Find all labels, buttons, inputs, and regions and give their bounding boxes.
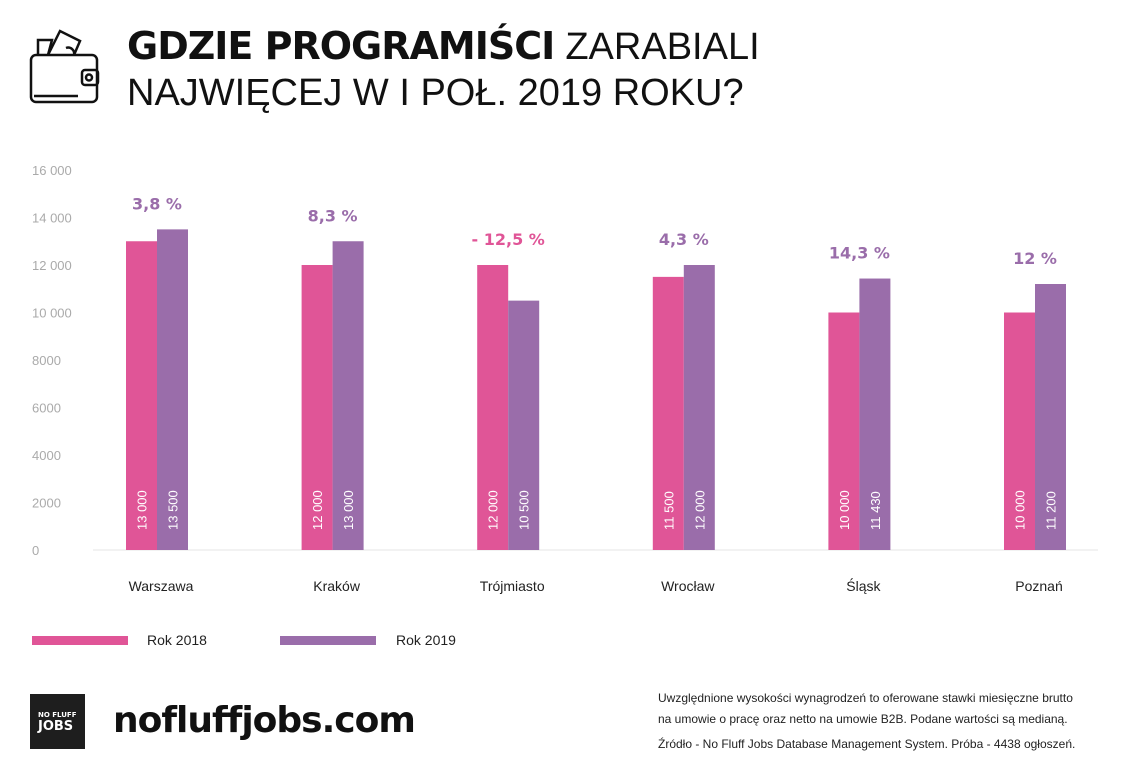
bar-2019	[508, 300, 540, 550]
legend-label-2018: Rok 2018	[147, 632, 207, 648]
bar-value-label: 10 000	[837, 490, 852, 530]
bar-2018	[126, 241, 157, 550]
note-line-1: Uwzględnione wysokości wynagrodzeń to of…	[658, 691, 1073, 705]
logo: NO FLUFF JOBS	[30, 694, 85, 749]
change-label: 3,8 %	[132, 194, 182, 213]
wallet-icon	[29, 29, 100, 104]
y-tick-label: 2000	[32, 496, 61, 511]
legend-swatch-2019	[280, 636, 376, 645]
bar-2018	[477, 265, 509, 550]
bar-value-label: 10 500	[517, 490, 532, 530]
bar-value-label: 10 000	[1013, 490, 1028, 530]
bar-value-label: 13 000	[341, 490, 356, 530]
x-category-label: Warszawa	[129, 578, 194, 594]
bar-2019	[1035, 284, 1066, 550]
y-tick-label: 0	[32, 543, 39, 558]
site-name: nofluffjobs.com	[113, 700, 416, 741]
bar-2019	[332, 241, 364, 550]
logo-text-1: NO FLUFF	[38, 711, 77, 719]
legend-swatch-2018	[32, 636, 128, 645]
bar-2019	[859, 278, 891, 550]
y-tick-label: 4000	[32, 448, 61, 463]
y-tick-label: 12 000	[32, 258, 72, 273]
x-category-label: Wrocław	[661, 578, 715, 594]
bar-chart: 0 2000 4000 6000 8000 10 000 12 000 14 000 16 00…	[32, 163, 1098, 594]
x-category-label: Trójmiasto	[480, 578, 545, 594]
y-tick-label: 10 000	[32, 306, 72, 321]
change-label: 14,3 %	[829, 244, 890, 263]
title-line-1: GDZIE PROGRAMIŚCI ZARABIALI	[127, 24, 760, 68]
bar-2018	[1004, 312, 1035, 550]
bar-value-label: 13 500	[166, 490, 181, 530]
bar-value-label: 12 000	[692, 490, 707, 530]
change-label: 12 %	[1013, 249, 1057, 268]
x-category-label: Poznań	[1015, 578, 1062, 594]
logo-text-2: JOBS	[38, 719, 74, 734]
y-tick-label: 16 000	[32, 163, 72, 178]
change-label: 8,3 %	[308, 206, 358, 225]
bar-value-label: 12 000	[310, 490, 325, 530]
y-tick-label: 14 000	[32, 211, 72, 226]
bar-value-label: 13 000	[135, 490, 150, 530]
bar-2019	[683, 265, 715, 550]
x-category-label: Śląsk	[846, 577, 881, 594]
bar-value-label: 12 000	[486, 490, 501, 530]
title-line-2: NAJWIĘCEJ W I POŁ. 2019 ROKU?	[127, 72, 744, 114]
x-category-label: Kraków	[313, 578, 361, 594]
note-line-2: na umowie o pracę oraz netto na umowie B…	[658, 712, 1068, 726]
change-label: - 12,5 %	[472, 230, 545, 249]
bar-2018	[652, 276, 684, 550]
bar-value-label: 11 200	[1044, 491, 1059, 530]
bar-2019	[157, 229, 188, 550]
source-note: Źródło - No Fluff Jobs Database Manageme…	[658, 737, 1076, 751]
y-tick-label: 8000	[32, 353, 61, 368]
bar-2018	[828, 312, 860, 550]
change-label: 4,3 %	[659, 230, 709, 249]
bar-value-label: 11 500	[661, 491, 676, 530]
legend-label-2019: Rok 2019	[396, 632, 456, 648]
bar-2018	[301, 265, 333, 550]
y-tick-label: 6000	[32, 401, 61, 416]
bar-value-label: 11 430	[868, 491, 883, 530]
